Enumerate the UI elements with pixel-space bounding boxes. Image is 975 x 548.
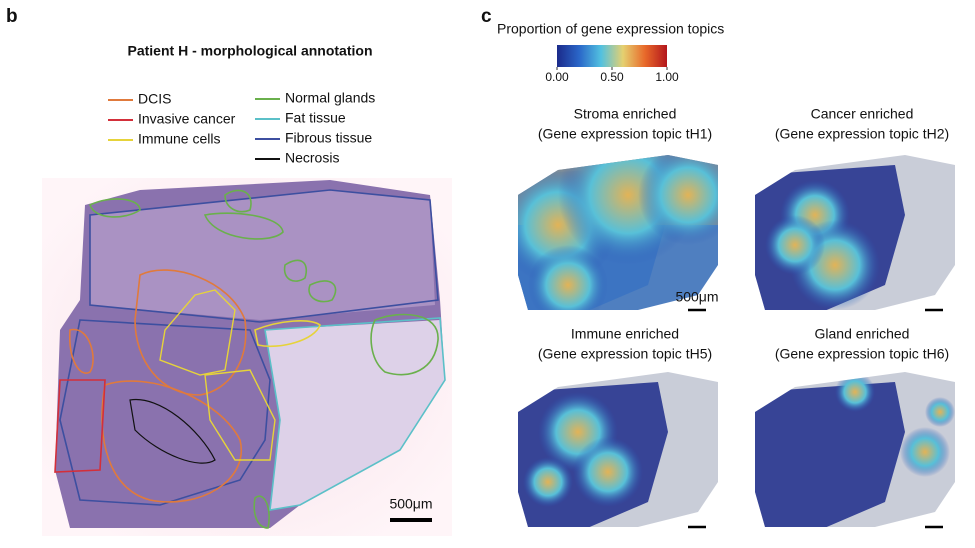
colorbar <box>557 45 667 67</box>
annotation-outline <box>203 212 284 240</box>
annotation-outline <box>254 320 321 348</box>
colorbar-tick-label: 0.00 <box>545 70 569 84</box>
annotation-outline <box>283 259 307 282</box>
annotation-outline <box>89 198 141 218</box>
annotation-outline <box>89 189 439 323</box>
topic-map <box>518 372 718 527</box>
panel-label: b <box>6 6 18 27</box>
topic-map <box>518 155 718 310</box>
map-dense-region <box>755 382 905 527</box>
legend-label: Fibrous tissue <box>285 130 372 146</box>
legend-label: Immune cells <box>138 131 220 147</box>
annotation-outline <box>159 289 236 376</box>
map-subtitle: (Gene expression topic tH6) <box>775 346 949 362</box>
map-hotspot <box>573 437 643 507</box>
annotation-outline <box>308 280 337 303</box>
topic-maps: Stroma enriched (Gene expression topic tH… <box>518 106 955 529</box>
annotation-outline <box>101 380 243 503</box>
map-hotspot <box>638 155 718 245</box>
annotation-outline <box>370 313 439 376</box>
annotation-outline <box>134 269 247 396</box>
annotation-outline <box>204 369 276 461</box>
map-title: Immune enriched <box>571 326 679 342</box>
colorbar-tick-label: 0.50 <box>600 70 624 84</box>
map-hotspot <box>523 457 573 507</box>
map-hotspot <box>900 427 950 477</box>
map-subtitle: (Gene expression topic tH2) <box>775 126 949 142</box>
colorbar-title: Proportion of gene expression topics <box>497 21 724 37</box>
annotation-outline <box>224 189 252 213</box>
map-hotspot <box>765 215 825 275</box>
legend-label: DCIS <box>138 91 171 107</box>
annotation-outline <box>59 319 271 506</box>
legend-label: Invasive cancer <box>138 111 236 127</box>
legend-label: Normal glands <box>285 90 375 106</box>
map-hotspot <box>835 372 875 412</box>
annotations <box>54 189 446 529</box>
panel-title: Patient H - morphological annotation <box>128 43 373 59</box>
legend: DCIS Invasive cancer Immune cells Normal gl… <box>108 90 375 166</box>
fat-region <box>265 320 445 510</box>
map-title: Stroma enriched <box>574 106 677 122</box>
topic-map <box>755 372 955 527</box>
annotation-outline <box>69 328 94 374</box>
annotation-outline <box>253 495 270 529</box>
annotation-outline <box>129 398 216 464</box>
scale-bar-label: 500μm <box>389 496 432 512</box>
map-hotspot <box>528 245 608 310</box>
map-title: Cancer enriched <box>811 106 914 122</box>
map-title: Gland enriched <box>815 326 910 342</box>
legend-label: Fat tissue <box>285 110 346 126</box>
annotation-outline <box>264 317 446 511</box>
annotation-outline <box>54 379 106 473</box>
topic-map <box>755 155 955 310</box>
stroma-region <box>90 190 435 320</box>
map-hotspot <box>925 397 955 427</box>
scale-bar-label: 500μm <box>675 289 718 305</box>
legend-label: Necrosis <box>285 150 339 166</box>
map-subtitle: (Gene expression topic tH5) <box>538 346 712 362</box>
panel-label: c <box>481 6 492 27</box>
map-subtitle: (Gene expression topic tH1) <box>538 126 712 142</box>
colorbar-ticks: 0.00 0.50 1.00 <box>545 67 679 84</box>
colorbar-tick-label: 1.00 <box>655 70 679 84</box>
